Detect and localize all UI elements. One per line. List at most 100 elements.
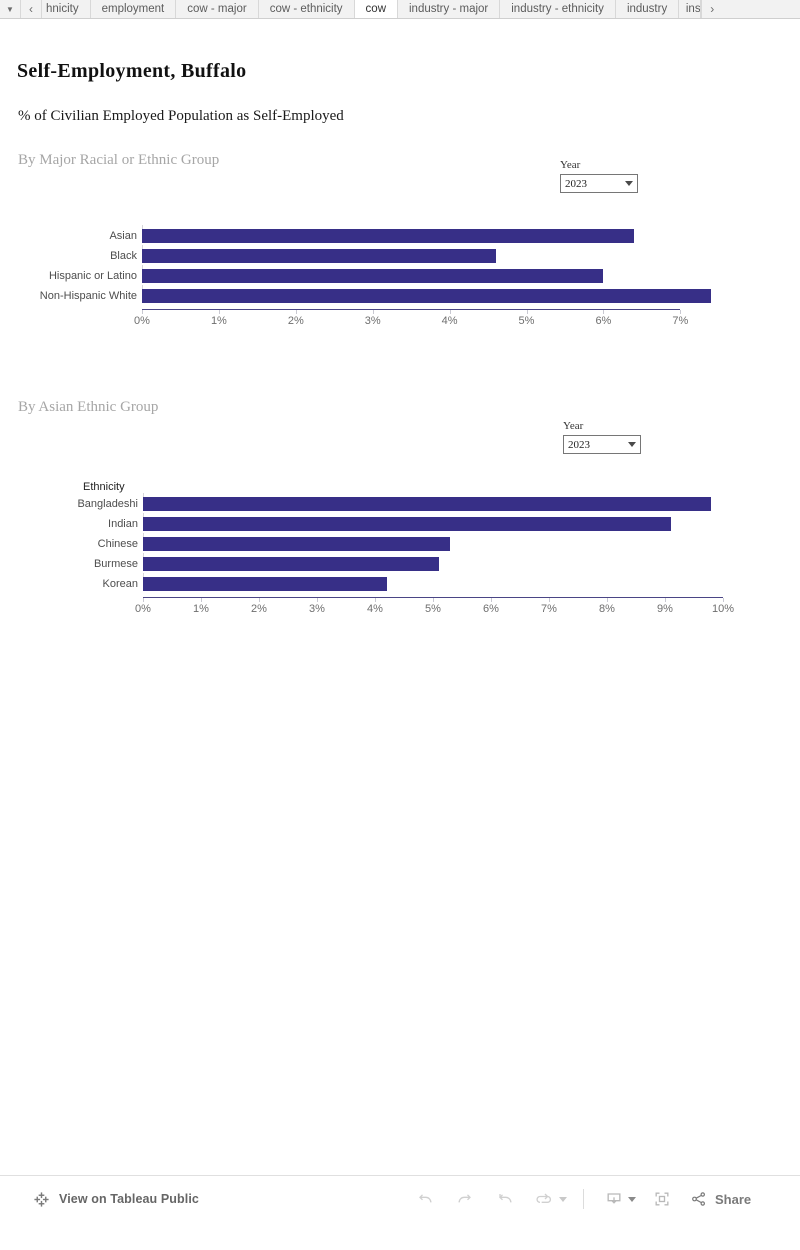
tab-scroll-right-icon[interactable]: ›: [701, 0, 723, 18]
bar-mark[interactable]: [143, 577, 387, 591]
x-axis-tick: [143, 598, 144, 602]
share-label: Share: [715, 1191, 752, 1207]
x-axis-tick-label: 8%: [599, 603, 615, 615]
bar-mark[interactable]: [142, 249, 496, 263]
bar-category-label: Indian: [108, 518, 138, 530]
x-axis-tick: [607, 598, 608, 602]
tab-cow-major[interactable]: cow - major: [176, 0, 259, 18]
bar-category-label: Bangladeshi: [77, 498, 138, 510]
tab-label: ins: [685, 3, 701, 15]
tableau-bottom-toolbar[interactable]: View on Tableau Public: [0, 1175, 800, 1222]
year-filter-label: Year: [563, 420, 584, 432]
x-axis-tick: [372, 310, 374, 314]
chart-bar-row[interactable]: Chinese: [98, 537, 451, 551]
tab-label: cow - major: [187, 3, 247, 15]
x-axis-tick-label: 5%: [518, 315, 535, 327]
year-select-value: 2023: [568, 438, 590, 451]
tab-label: cow: [365, 3, 386, 15]
x-axis-tick: [295, 310, 297, 314]
tab-employment[interactable]: employment: [90, 0, 177, 18]
x-axis-line: [143, 597, 723, 598]
x-axis-tick: [259, 598, 260, 602]
share-button[interactable]: Share: [690, 1190, 751, 1208]
tab-menu-caret-icon[interactable]: ▼: [0, 0, 21, 18]
chart-bar-row[interactable]: Bangladeshi: [77, 497, 712, 511]
year-filter-asian[interactable]: Year 2023: [563, 420, 641, 454]
x-axis-tick: [142, 310, 143, 314]
x-axis-line: [142, 309, 681, 310]
x-axis-tick: [201, 598, 202, 602]
tab-cow-ethnicity[interactable]: cow - ethnicity: [258, 0, 355, 18]
bar-category-label: Black: [110, 250, 137, 262]
section-heading-major-group: By Major Racial or Ethnic Group: [18, 152, 220, 168]
chart-bar-row[interactable]: Non-Hispanic White: [40, 289, 712, 303]
undo-icon[interactable]: [405, 1184, 445, 1214]
row-tick: [143, 513, 144, 517]
refresh-icon[interactable]: [525, 1184, 565, 1214]
bar-mark[interactable]: [143, 517, 671, 531]
bar-category-label: Asian: [109, 230, 137, 242]
row-tick: [142, 285, 143, 289]
chart-bar-row[interactable]: Korean: [103, 577, 387, 591]
revert-icon[interactable]: [485, 1184, 525, 1214]
workbook-tab-bar[interactable]: ▼ ‹ hnicity employment cow - major cow -…: [0, 0, 800, 19]
x-axis-tick: [603, 310, 605, 314]
chart-bar-row[interactable]: Hispanic or Latino: [49, 269, 604, 283]
view-on-tableau-public-button[interactable]: View on Tableau Public: [33, 1191, 199, 1208]
row-tick: [142, 245, 143, 249]
tab-hnicity[interactable]: hnicity: [42, 0, 91, 18]
download-icon[interactable]: [594, 1184, 634, 1214]
bar-mark[interactable]: [143, 557, 439, 571]
bar-mark[interactable]: [142, 229, 635, 243]
toolbar-actions[interactable]: Share: [405, 1176, 751, 1223]
x-axis-tick-label: 10%: [711, 603, 735, 615]
tableau-logo-icon: [34, 1191, 49, 1207]
year-select[interactable]: 2023: [563, 435, 641, 454]
bar-mark[interactable]: [143, 497, 712, 511]
fullscreen-icon[interactable]: [642, 1184, 682, 1214]
x-axis-tick: [317, 598, 318, 602]
row-tick: [143, 493, 144, 497]
chart-bar-row[interactable]: Black: [110, 249, 496, 263]
row-tick: [143, 553, 144, 557]
tab-scroll-left-icon[interactable]: ‹: [21, 0, 42, 18]
x-axis-tick: [723, 598, 724, 602]
chart-bar-row[interactable]: Burmese: [94, 557, 439, 571]
tab-industry-ethnicity[interactable]: industry - ethnicity: [500, 0, 616, 18]
redo-icon[interactable]: [445, 1184, 485, 1214]
dropdown-caret-icon[interactable]: [628, 442, 636, 447]
year-filter-major[interactable]: Year 2023: [560, 159, 638, 193]
tab-cow[interactable]: cow: [354, 0, 398, 18]
year-select[interactable]: 2023: [560, 174, 638, 193]
share-icon: [692, 1192, 706, 1206]
x-axis-tick-label: 5%: [425, 603, 441, 615]
tab-label: industry: [626, 3, 668, 15]
bar-mark[interactable]: [142, 269, 604, 283]
bar-mark[interactable]: [142, 289, 712, 303]
year-filter-label: Year: [560, 159, 581, 171]
tab-label: employment: [101, 3, 165, 15]
tab-industry[interactable]: industry: [615, 0, 680, 18]
refresh-caret-icon[interactable]: [559, 1196, 567, 1202]
row-tick: [143, 573, 144, 577]
view-on-tableau-public-label: View on Tableau Public: [59, 1192, 199, 1206]
bar-category-label: Korean: [102, 578, 138, 590]
bar-mark[interactable]: [143, 537, 451, 551]
x-axis-tick-label: 3%: [309, 603, 325, 615]
dashboard-canvas: Self-Employment, Buffalo % of Civilian E…: [0, 19, 800, 1222]
x-axis-tick-label: 0%: [135, 603, 151, 615]
tab-ins[interactable]: ins: [679, 0, 702, 18]
section-heading-asian-group: By Asian Ethnic Group: [18, 399, 159, 415]
row-tick: [142, 225, 143, 229]
x-axis-tick-label: 4%: [367, 603, 383, 615]
toolbar-divider: [583, 1189, 584, 1209]
tab-industry-major[interactable]: industry - major: [398, 0, 501, 18]
download-caret-icon[interactable]: [628, 1196, 636, 1202]
dropdown-caret-icon[interactable]: [625, 181, 633, 186]
bar-category-label: Non-Hispanic White: [39, 290, 137, 302]
x-axis-tick: [218, 310, 220, 314]
page-subtitle: % of Civilian Employed Population as Sel…: [18, 108, 344, 124]
x-axis-tick: [375, 598, 376, 602]
chart-bar-row[interactable]: Indian: [108, 517, 671, 531]
chart-bar-row[interactable]: Asian: [109, 229, 635, 243]
